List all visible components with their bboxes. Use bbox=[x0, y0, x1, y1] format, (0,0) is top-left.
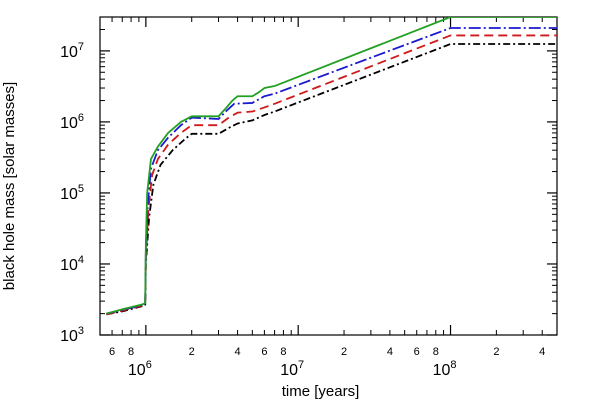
x-minor-tick-label: 6 bbox=[414, 346, 420, 358]
x-minor-tick-label: 8 bbox=[433, 346, 439, 358]
y-axis-label: black hole mass [solar masses] bbox=[1, 82, 18, 290]
series-line-2 bbox=[106, 34, 557, 316]
x-major-tick-label: 106 bbox=[128, 359, 152, 379]
series-line-3 bbox=[106, 43, 557, 316]
x-axis-label: time [years] bbox=[282, 383, 360, 400]
x-minor-tick-label: 4 bbox=[235, 346, 241, 358]
y-major-tick-label: 103 bbox=[60, 325, 84, 345]
x-minor-tick-label: 6 bbox=[109, 346, 115, 358]
y-major-tick-label: 105 bbox=[60, 183, 84, 203]
x-minor-tick-label: 2 bbox=[493, 346, 499, 358]
y-major-tick-label: 104 bbox=[60, 254, 84, 274]
x-major-tick-label: 108 bbox=[433, 359, 457, 379]
x-minor-tick-label: 4 bbox=[387, 346, 393, 358]
x-minor-tick-label: 2 bbox=[189, 346, 195, 358]
x-minor-tick-label: 8 bbox=[280, 346, 286, 358]
series-line-0 bbox=[106, 17, 557, 315]
x-minor-tick-label: 6 bbox=[261, 346, 267, 358]
x-minor-tick-label: 8 bbox=[128, 346, 134, 358]
x-major-tick-label: 107 bbox=[280, 359, 304, 379]
y-major-tick-label: 106 bbox=[60, 112, 84, 132]
series-line-1 bbox=[106, 27, 557, 315]
y-major-tick-label: 107 bbox=[60, 41, 84, 61]
plot-frame bbox=[99, 16, 558, 336]
x-minor-tick-label: 4 bbox=[539, 346, 545, 358]
x-minor-tick-label: 2 bbox=[341, 346, 347, 358]
